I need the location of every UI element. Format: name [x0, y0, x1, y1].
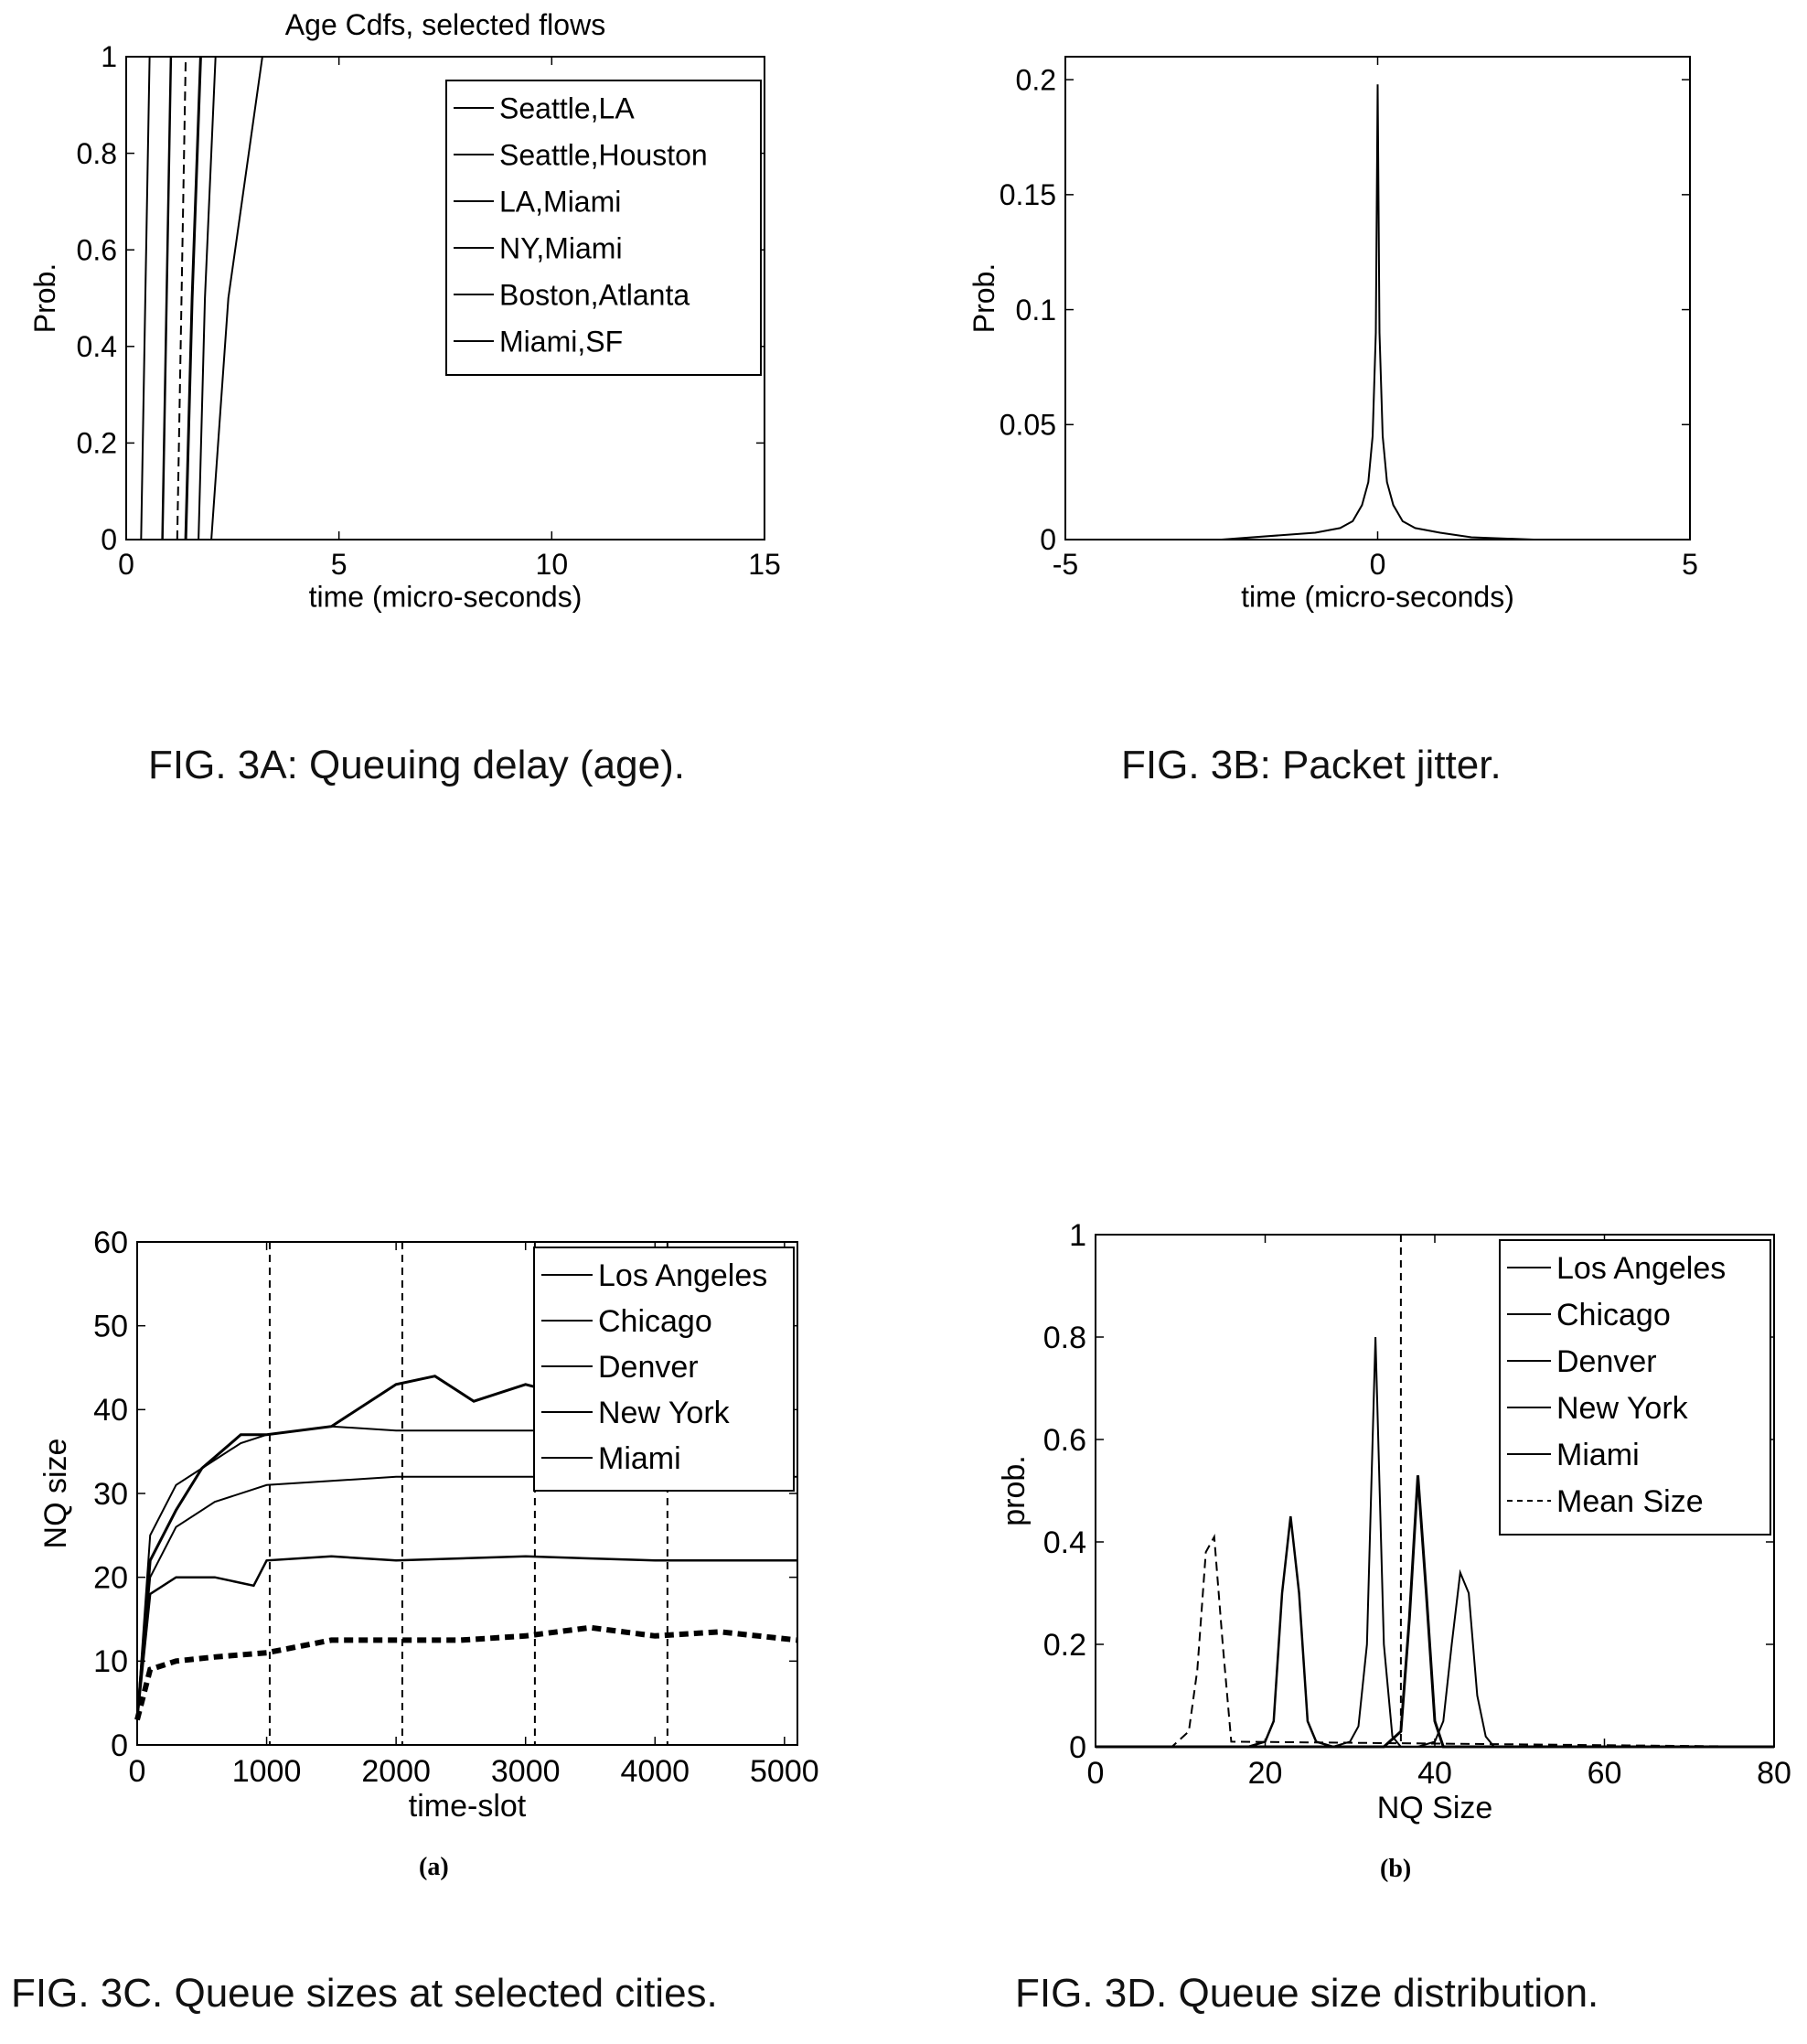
x-tick-label: 60 — [1588, 1756, 1622, 1791]
y-tick-label: 0.4 — [1043, 1525, 1086, 1560]
x-tick-label: 10 — [536, 548, 569, 581]
legend-label: New York — [1556, 1391, 1689, 1426]
legend-box — [1499, 1239, 1771, 1536]
chart-3d: 0 20 40 60 80 0 0.2 0.4 0.6 0.8 1 NQ Size prob. Los A… — [997, 1218, 1791, 1825]
y-tick-label: 0.2 — [77, 427, 117, 460]
series-line-main — [1065, 84, 1690, 540]
chart-3c: 0 1000 2000 3000 4000 5000 0 10 20 30 40 50 60 time-s… — [38, 1225, 819, 1824]
series-line-denver — [1096, 1533, 1775, 1748]
y-tick-label: 0 — [1040, 523, 1056, 556]
y-tick-label: 20 — [93, 1561, 128, 1596]
legend-label: Denver — [598, 1350, 699, 1385]
series-line-new-york — [1096, 1475, 1774, 1749]
legend-label: Seattle,LA — [499, 92, 635, 125]
legend-label: NY,Miami — [499, 232, 623, 265]
subcaption-b: (b) — [1380, 1855, 1412, 1883]
y-tick-label: 0.8 — [1043, 1321, 1086, 1355]
legend-label: Chicago — [598, 1304, 712, 1339]
legend-label: LA,Miami — [499, 186, 621, 219]
y-tick-label: 0.2 — [1016, 63, 1056, 96]
y-tick-label: 30 — [93, 1477, 128, 1512]
legend-label: New York — [598, 1396, 731, 1430]
caption-fig3a: FIG. 3A: Queuing delay (age). — [148, 743, 685, 787]
y-tick-label: 0.6 — [1043, 1423, 1086, 1458]
x-tick-label: 5 — [1682, 548, 1698, 581]
x-tick-label: 0 — [129, 1754, 146, 1789]
caption-fig3d: FIG. 3D. Queue size distribution. — [1015, 1971, 1599, 2016]
series-line-chicago — [135, 1555, 797, 1720]
y-tick-label: 0.05 — [1000, 408, 1056, 441]
chart-title: Age Cdfs, selected flows — [285, 8, 605, 41]
y-tick-label: 0 — [111, 1728, 128, 1763]
series-line-miami-sf — [210, 56, 263, 540]
series-line-boston-atlanta — [198, 56, 217, 540]
y-tick-label: 0.2 — [1043, 1628, 1086, 1663]
y-tick-label: 0.4 — [77, 330, 117, 363]
y-axis-label: Prob. — [28, 263, 61, 333]
x-tick-label: 0 — [1087, 1756, 1105, 1791]
y-axis-label: NQ size — [38, 1439, 73, 1549]
caption-fig3c: FIG. 3C. Queue sizes at selected cities. — [11, 1971, 718, 2016]
y-tick-label: 40 — [93, 1393, 128, 1428]
y-tick-label: 0.8 — [77, 137, 117, 170]
y-tick-label: 60 — [93, 1225, 128, 1260]
series-line-miami — [1096, 1568, 1774, 1748]
x-axis-label: time-slot — [409, 1789, 527, 1824]
y-tick-label: 0 — [101, 523, 117, 556]
y-tick-label: 0 — [1069, 1730, 1086, 1765]
subcaption-a: (a) — [419, 1853, 449, 1881]
y-tick-label: 1 — [101, 40, 117, 73]
series-line-ny-miami — [184, 56, 202, 540]
legend-label: Boston,Atlanta — [499, 279, 690, 312]
legend-label: Miami — [1556, 1438, 1640, 1472]
x-tick-label: 1000 — [232, 1754, 302, 1789]
x-tick-label: 40 — [1417, 1756, 1452, 1791]
x-tick-label: -5 — [1053, 548, 1078, 581]
x-axis-label: NQ Size — [1377, 1791, 1493, 1825]
legend-label: Los Angeles — [598, 1258, 767, 1293]
x-tick-label: 80 — [1757, 1756, 1791, 1791]
legend-label: Seattle,Houston — [499, 139, 708, 172]
x-tick-label: 2000 — [361, 1754, 431, 1789]
x-tick-label: 4000 — [620, 1754, 690, 1789]
x-tick-label: 3000 — [491, 1754, 561, 1789]
chart-3a: 0 5 10 15 0 0.2 0.4 0.6 0.8 1 time (micro-seconds)… — [28, 8, 781, 614]
y-tick-label: 50 — [93, 1310, 128, 1344]
caption-fig3b: FIG. 3B: Packet jitter. — [1121, 743, 1502, 787]
y-tick-label: 10 — [93, 1644, 128, 1679]
x-tick-label: 15 — [748, 548, 781, 581]
x-tick-label: 5000 — [750, 1754, 819, 1789]
series-line-los-angeles — [1096, 1336, 1774, 1748]
x-tick-label: 0 — [1370, 548, 1386, 581]
x-tick-label: 20 — [1248, 1756, 1283, 1791]
y-tick-label: 0.15 — [1000, 178, 1056, 211]
series-line-seattle-houston — [161, 56, 173, 540]
series-line-denver — [134, 1624, 798, 1721]
legend-label: Mean Size — [1556, 1484, 1704, 1519]
x-axis-label: time (micro-seconds) — [309, 581, 583, 614]
y-axis-label: Prob. — [968, 263, 1000, 333]
legend-box — [533, 1247, 795, 1492]
legend-box — [445, 80, 762, 376]
y-tick-label: 0.6 — [77, 233, 117, 266]
y-tick-label: 1 — [1069, 1218, 1086, 1253]
series-line-los-angeles — [136, 1475, 797, 1720]
legend-label: Miami,SF — [499, 326, 623, 359]
plot-area — [125, 56, 765, 540]
series-line-miami — [136, 1425, 656, 1720]
x-axis-label: time (micro-seconds) — [1241, 581, 1514, 614]
y-axis-label: prob. — [997, 1455, 1032, 1526]
legend-label: Chicago — [1556, 1298, 1671, 1332]
series-line-seattle-la — [140, 56, 151, 540]
y-tick-label: 0.1 — [1016, 294, 1056, 326]
x-tick-label: 5 — [331, 548, 348, 581]
legend-label: Denver — [1556, 1344, 1657, 1379]
legend-label: Miami — [598, 1441, 681, 1476]
x-tick-label: 0 — [118, 548, 134, 581]
legend-label: Los Angeles — [1556, 1251, 1726, 1286]
series-line-la-miami — [176, 56, 187, 540]
